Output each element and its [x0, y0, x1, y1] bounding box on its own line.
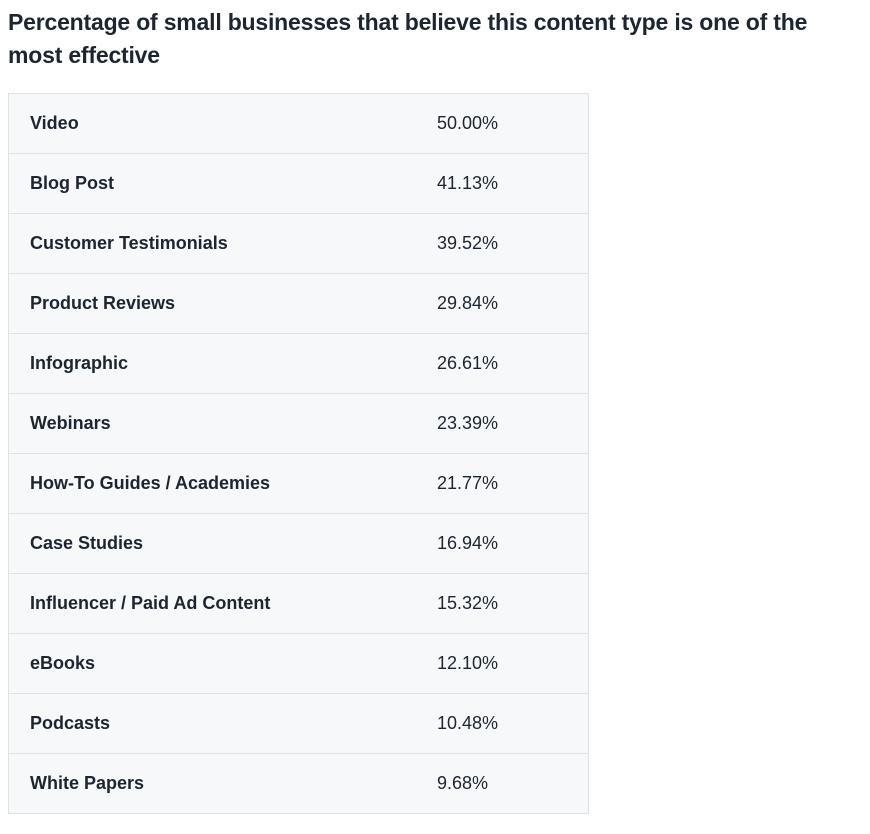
row-value: 41.13% — [415, 153, 589, 214]
table-row: Product Reviews 29.84% — [8, 273, 589, 334]
table-row: Webinars 23.39% — [8, 393, 589, 454]
row-value: 26.61% — [415, 333, 589, 394]
chart-title: Percentage of small businesses that beli… — [8, 9, 808, 68]
row-value: 12.10% — [415, 633, 589, 694]
row-label: Customer Testimonials — [8, 213, 415, 274]
row-value: 9.68% — [415, 753, 589, 814]
row-value: 23.39% — [415, 393, 589, 454]
table-row: eBooks 12.10% — [8, 633, 589, 694]
row-value: 15.32% — [415, 573, 589, 634]
row-label: Case Studies — [8, 513, 415, 574]
row-label: Blog Post — [8, 153, 415, 214]
content-effectiveness-table: Video 50.00% Blog Post 41.13% Customer Testi… — [8, 93, 589, 814]
row-label: Infographic — [8, 333, 415, 394]
table-row: Customer Testimonials 39.52% — [8, 213, 589, 274]
row-label: Video — [30, 113, 79, 133]
row-label: How-To Guides / Academies — [8, 453, 415, 514]
row-label: Webinars — [8, 393, 415, 454]
row-value: 16.94% — [415, 513, 589, 574]
row-value: 29.84% — [415, 273, 589, 334]
table-row: Infographic 26.61% — [8, 333, 589, 394]
row-label: Product Reviews — [8, 273, 415, 334]
row-label: eBooks — [8, 633, 415, 694]
table-row: Video 50.00% — [9, 94, 589, 154]
row-value: 39.52% — [415, 213, 589, 274]
table-body: Video 50.00% Blog Post 41.13% Customer Testi… — [8, 94, 589, 814]
row-label: Influencer / Paid Ad Content — [8, 573, 415, 634]
table-row: Blog Post 41.13% — [8, 153, 589, 214]
row-value: 50.00% — [437, 113, 499, 133]
table-row: How-To Guides / Academies 21.77% — [8, 453, 589, 514]
row-value: 10.48% — [415, 693, 589, 754]
table-row: Podcasts 10.48% — [8, 693, 589, 754]
row-label: Podcasts — [8, 693, 415, 754]
table-row: White Papers 9.68% — [8, 753, 589, 814]
row-label: White Papers — [8, 753, 415, 814]
table-row: Case Studies 16.94% — [8, 513, 589, 574]
table-row: Influencer / Paid Ad Content 15.32% — [8, 573, 589, 634]
row-value: 21.77% — [415, 453, 589, 514]
